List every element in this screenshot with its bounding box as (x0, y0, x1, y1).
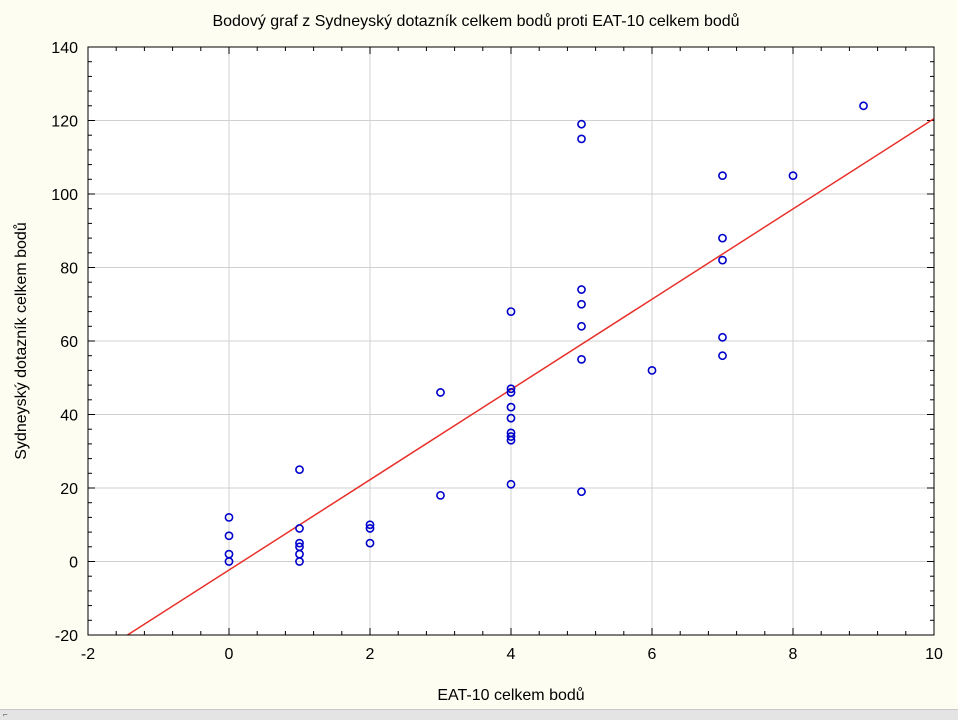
data-point (506, 413, 516, 423)
y-tick-label: 60 (60, 334, 78, 351)
data-point (577, 119, 586, 129)
x-axis-label: EAT-10 celkem bodů (437, 686, 584, 704)
x-tick-label: 0 (225, 646, 234, 663)
x-tick-label: 8 (789, 646, 798, 663)
data-point (718, 351, 727, 361)
data-point (295, 538, 304, 548)
regression-line (127, 118, 935, 636)
x-tick-label: 4 (507, 646, 516, 663)
fit-line-group (127, 118, 935, 636)
data-point (365, 538, 375, 548)
data-point (577, 487, 586, 497)
data-point (506, 479, 516, 489)
data-point (506, 388, 516, 397)
status-strip: ⌐ (0, 709, 958, 720)
data-point (718, 171, 727, 181)
data-point (365, 524, 375, 533)
y-tick-label: 40 (60, 408, 78, 425)
x-tick-label: 10 (925, 646, 943, 663)
data-point (506, 432, 516, 441)
data-point (506, 384, 516, 394)
chart-title: Bodový graf z Sydneyský dotazník celkem … (212, 12, 739, 30)
data-point (647, 365, 657, 375)
x-tick-label: 2 (366, 646, 375, 663)
y-tick-label: 120 (51, 114, 78, 131)
data-point (224, 549, 234, 559)
data-point (577, 299, 586, 309)
data-point (718, 233, 727, 243)
y-tick-label: 140 (51, 40, 78, 57)
y-tick-label: 100 (51, 187, 78, 204)
data-points (224, 101, 868, 566)
y-tick-label: 20 (60, 481, 78, 498)
y-tick-label: -20 (55, 628, 78, 645)
data-point (224, 513, 234, 522)
data-point (577, 321, 586, 331)
x-tick-label: 6 (648, 646, 657, 663)
data-point (718, 332, 727, 342)
data-point (577, 354, 586, 364)
y-tick-label: 80 (60, 261, 78, 278)
y-tick-label: 0 (69, 555, 78, 572)
data-point (788, 171, 798, 181)
grid (88, 47, 934, 635)
data-point (436, 388, 445, 397)
data-point (224, 531, 234, 541)
data-point (859, 101, 868, 111)
data-point (718, 255, 727, 265)
data-point (506, 402, 516, 412)
axis-ticks (87, 46, 935, 636)
resize-grip-icon: ⌐ (3, 710, 8, 719)
y-axis-label: Sydneyský dotazník celkem bodů (12, 222, 30, 459)
data-point (577, 285, 586, 294)
data-point (365, 520, 375, 530)
data-point (295, 542, 304, 552)
plot-frame (87, 46, 935, 636)
data-point (506, 307, 516, 316)
data-point (577, 134, 586, 144)
data-point (295, 524, 304, 533)
x-tick-label: -2 (81, 646, 95, 663)
data-point (506, 428, 516, 438)
data-point (436, 490, 445, 500)
data-point (295, 465, 304, 475)
